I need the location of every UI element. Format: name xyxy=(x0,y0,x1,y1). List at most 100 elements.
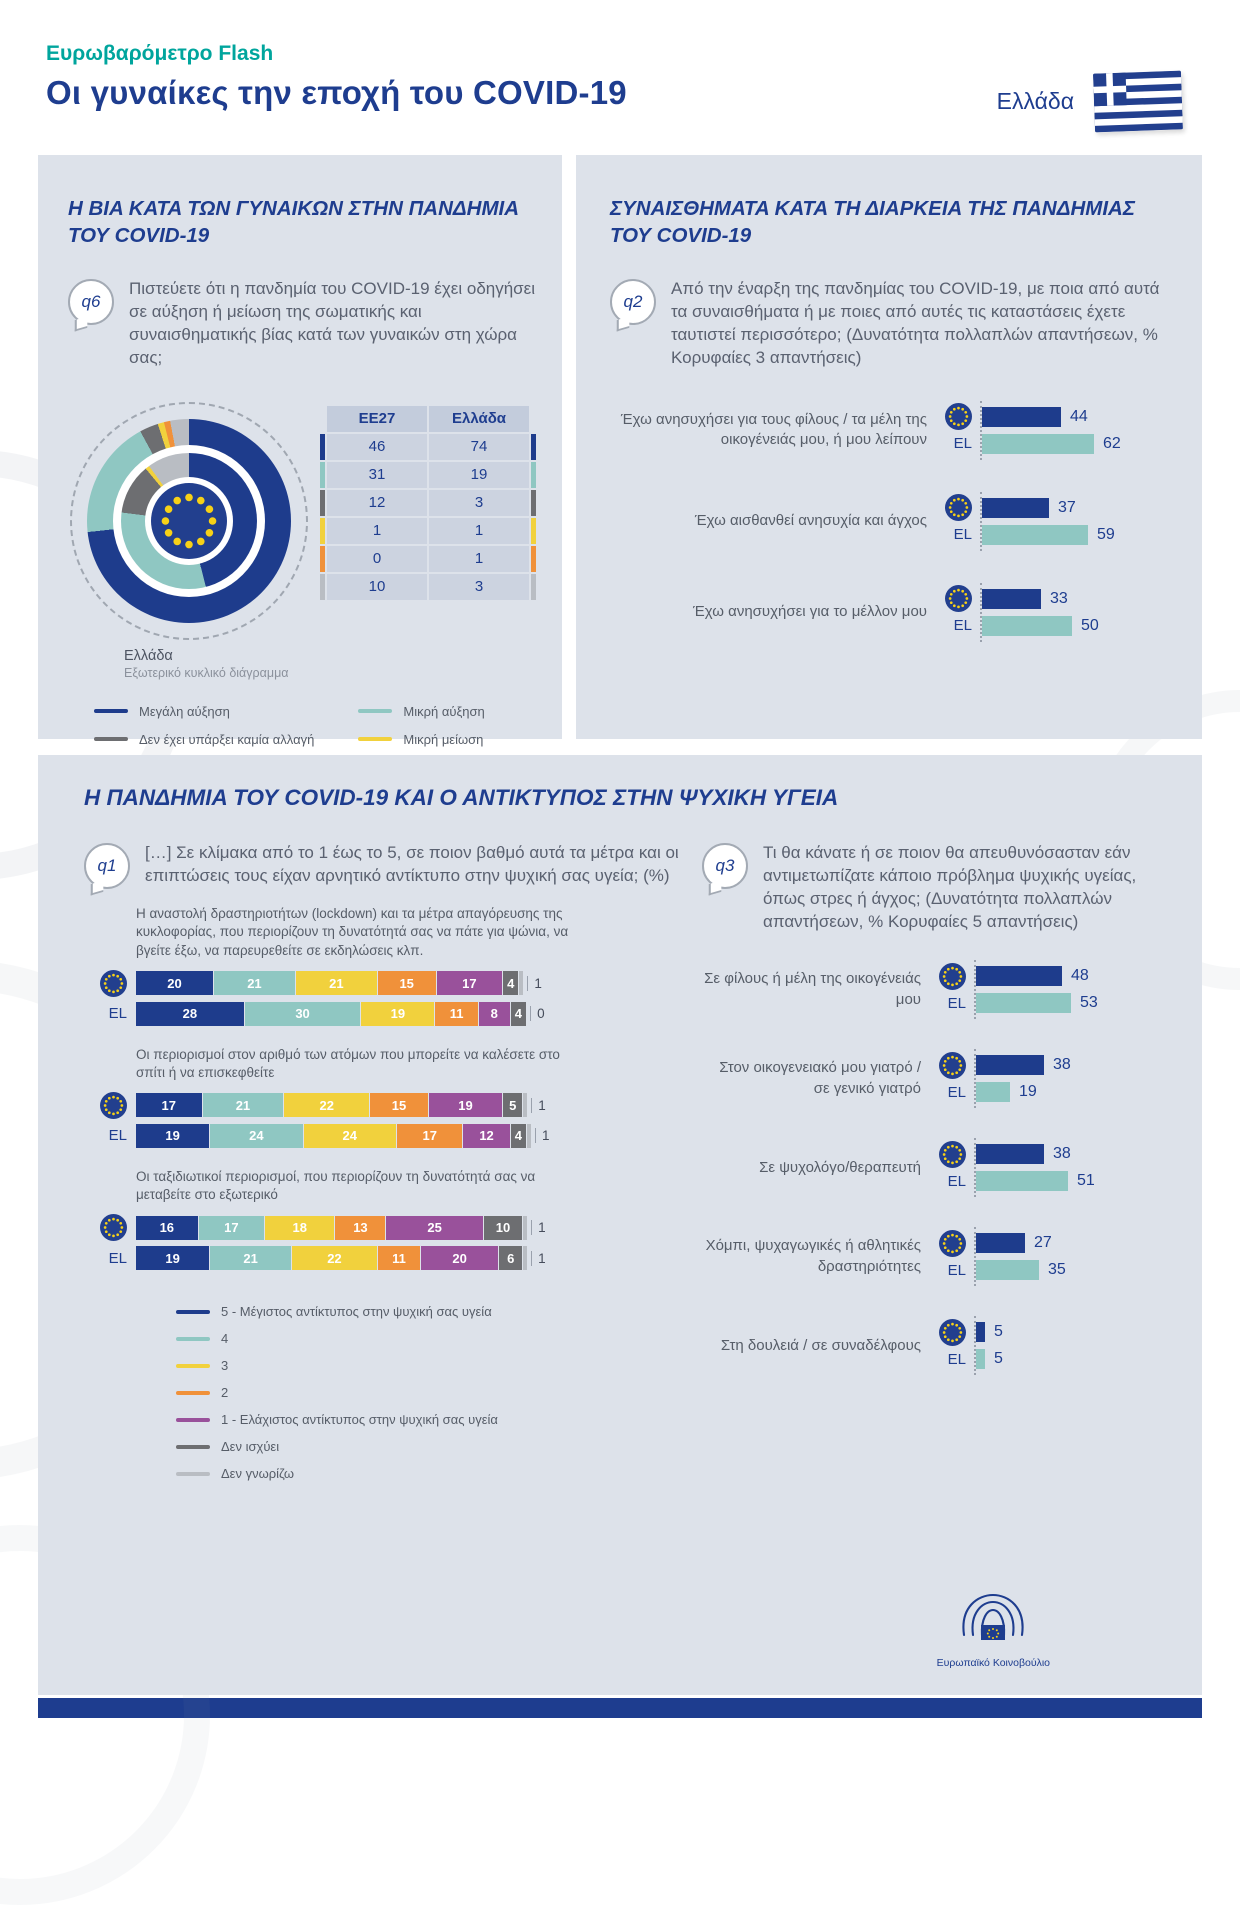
eu-stacked-bar: 20 21 21 15 17 4 1 xyxy=(84,969,696,997)
bar-pair: 38 EL 51 xyxy=(933,1138,1168,1198)
ep-globe-icon xyxy=(962,1593,1024,1640)
question-q1: q1 […] Σε κλίμακα από το 1 έως το 5, σε … xyxy=(84,841,696,889)
el-bar xyxy=(982,524,1088,545)
stacked-bar: 17 21 22 15 19 5 1 xyxy=(136,1093,552,1118)
impact-legend: 5 - Μέγιστος αντίκτυπος στην ψυχική σας … xyxy=(176,1304,696,1481)
eu-flag-icon xyxy=(939,962,966,990)
el-label: EL xyxy=(947,994,966,1012)
legend-swatch xyxy=(176,1471,210,1476)
eu-flag-icon xyxy=(100,1091,127,1119)
el-label: EL xyxy=(953,526,972,544)
eu-bar xyxy=(982,406,1061,427)
question-badge-q1: q1 xyxy=(84,842,130,889)
legend-item: Μικρή αύξηση xyxy=(358,704,485,719)
page-title: Οι γυναίκες την εποχή του COVID-19 xyxy=(46,74,627,111)
bar-item-label: Σε φίλους ή μέλη της οικογένειάς μου xyxy=(704,970,921,1008)
stack-segment: 22 xyxy=(284,1093,370,1118)
el-bar-row: EL 62 xyxy=(939,433,1174,455)
el-label: EL xyxy=(947,1261,966,1279)
eu-flag-icon xyxy=(945,403,972,431)
eu-bar-row: 38 xyxy=(933,1140,1168,1168)
table-cell: 10 xyxy=(327,573,427,600)
legend-label: Δεν γνωρίζω xyxy=(221,1466,295,1482)
eu-value: 27 xyxy=(1034,1234,1052,1252)
table-cell: 1 xyxy=(429,517,529,544)
row-color-marker xyxy=(531,573,536,600)
eu-bar xyxy=(976,1322,985,1343)
el-label: EL xyxy=(108,1127,127,1145)
el-bar xyxy=(976,1082,1010,1103)
bar-pair: 38 EL 19 xyxy=(933,1049,1168,1109)
eu-value: 5 xyxy=(994,1323,1003,1341)
stack-segment: 8 xyxy=(478,1001,510,1026)
stack-segment: 15 xyxy=(377,971,436,996)
question-q3: q3 Τι θα κάνατε ή σε ποιον θα απευθυνόσα… xyxy=(702,841,1168,933)
eu-stacked-bar: 16 17 18 13 25 10 1 xyxy=(84,1214,696,1242)
table-row: 31 19 xyxy=(320,461,536,488)
page-header: Ευρωβαρόμετρο Flash Οι γυναίκες την εποχ… xyxy=(0,0,1240,155)
eu-flag-icon xyxy=(939,494,977,522)
el-label: EL xyxy=(108,1249,127,1267)
eu-bar xyxy=(976,966,1062,987)
section-title: Η ΒΙΑ ΚΑΤΑ ΤΩΝ ΓΥΝΑΙΚΩΝ ΣΤΗΝ ΠΑΝΔΗΜΙΑ ΤΟ… xyxy=(68,197,519,248)
stack-outside-value: 1 xyxy=(531,1250,552,1266)
question-badge-q2: q2 xyxy=(610,279,656,326)
table-row: 10 3 xyxy=(320,573,536,600)
stack-segment xyxy=(527,1123,531,1148)
stack-segment: 4 xyxy=(510,1123,527,1148)
eu-flag-icon xyxy=(151,482,227,559)
question-badge-q3: q3 xyxy=(702,842,748,889)
section-feelings: ΣΥΝΑΙΣΘΗΜΑΤΑ ΚΑΤΑ ΤΗ ΔΙΑΡΚΕΙΑ ΤΗΣ ΠΑΝΔΗΜ… xyxy=(576,155,1202,739)
eu-flag-icon xyxy=(84,969,136,997)
stack-outside-value: 1 xyxy=(531,1097,552,1113)
stack-segment: 17 xyxy=(198,1215,265,1240)
legend-swatch xyxy=(176,1390,210,1395)
bar-pair: 44 EL 62 xyxy=(939,400,1174,460)
row-color-marker xyxy=(320,545,325,572)
el-stacked-bar: EL 28 30 19 11 8 4 0 xyxy=(84,1001,696,1026)
el-value: 5 xyxy=(994,1350,1003,1368)
row-color-marker xyxy=(320,489,325,516)
question-text-q2: Από την έναρξη της πανδημίας του COVID-1… xyxy=(671,279,1160,368)
eu-bar-row: 33 xyxy=(939,585,1174,613)
question-q2: q2 Από την έναρξη της πανδημίας του COVI… xyxy=(610,277,1174,369)
impact-measure-group: Οι ταξιδιωτικοί περιορισμοί, που περιορί… xyxy=(84,1168,696,1271)
el-stacked-bar: EL 19 24 24 17 12 4 1 xyxy=(84,1123,696,1148)
bar-item-label: Έχω ανησυχήσει για τους φίλους / τα μέλη… xyxy=(620,410,927,449)
row-color-marker xyxy=(320,433,325,460)
el-value: 53 xyxy=(1080,994,1098,1012)
legend-item: Μεγάλη αύξηση xyxy=(94,704,314,719)
stack-segment: 21 xyxy=(295,971,377,996)
stack-segment: 22 xyxy=(292,1246,377,1271)
stack-segment xyxy=(519,971,524,996)
impact-column: q1 […] Σε κλίμακα από το 1 έως το 5, σε … xyxy=(84,827,696,1481)
el-bar-row: EL 51 xyxy=(933,1170,1168,1192)
eu-flag-icon xyxy=(939,585,977,613)
eu-flag-icon xyxy=(939,1051,966,1079)
donut-caption: Ελλάδα Εξωτερικό κυκλικό διάγραμμα xyxy=(124,648,536,680)
el-label: EL xyxy=(108,1005,127,1023)
stack-segment xyxy=(523,1215,528,1240)
stack-segment: 17 xyxy=(136,1093,202,1118)
table-cell: 74 xyxy=(429,433,529,460)
table-cell: 0 xyxy=(327,545,427,572)
stack-segment: 16 xyxy=(136,1215,198,1240)
stack-segment: 19 xyxy=(136,1246,210,1271)
el-bar-row: EL 19 xyxy=(933,1081,1168,1103)
stack-segment: 4 xyxy=(510,1001,527,1026)
eu-flag-icon xyxy=(933,1140,971,1168)
stack-segment: 12 xyxy=(463,1123,510,1148)
stack-outside-value: 1 xyxy=(534,1128,556,1144)
stack-segment: 25 xyxy=(386,1215,483,1240)
legend-item: 4 xyxy=(176,1331,696,1346)
stacked-bar: 19 24 24 17 12 4 1 xyxy=(136,1123,556,1148)
legend-item: Δεν ισχύει xyxy=(176,1439,696,1454)
table-row: 12 3 xyxy=(320,489,536,516)
stack-segment: 11 xyxy=(377,1246,421,1271)
bar-item: Χόμπι, ψυχαγωγικές ή αθλητικές δραστηριό… xyxy=(702,1227,1168,1287)
legend-swatch xyxy=(358,737,393,742)
stack-segment: 13 xyxy=(335,1215,386,1240)
stacked-bar: 16 17 18 13 25 10 1 xyxy=(136,1215,552,1240)
row-color-marker xyxy=(531,517,536,544)
stack-segment: 19 xyxy=(361,1001,435,1026)
